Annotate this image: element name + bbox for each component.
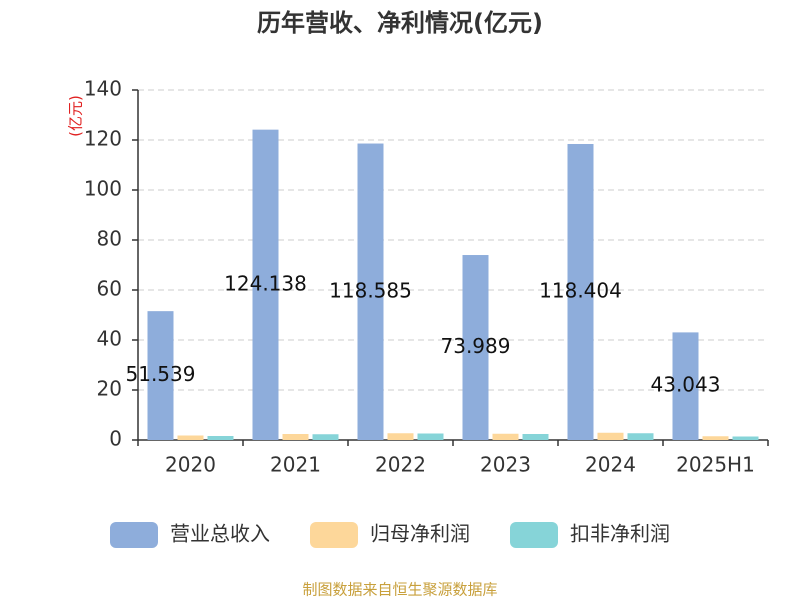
bar: [732, 436, 759, 440]
bar: [207, 436, 234, 440]
bar: [492, 433, 519, 440]
y-tick-label: 100: [84, 177, 122, 201]
value-label: 118.585: [329, 278, 412, 302]
x-tick-label: 2020: [165, 453, 216, 477]
legend-swatch: [510, 522, 558, 548]
bar: [702, 436, 729, 440]
legend-label: 营业总收入: [170, 522, 270, 546]
y-tick-label: 60: [97, 277, 122, 301]
x-tick-label: 2025H1: [676, 453, 755, 477]
y-tick-label: 80: [97, 227, 122, 251]
y-tick-label: 140: [84, 77, 122, 101]
legend-label: 扣非净利润: [570, 522, 670, 546]
bar: [597, 432, 624, 440]
legend-swatch: [110, 522, 158, 548]
x-tick-label: 2022: [375, 453, 426, 477]
legend-label: 归母净利润: [370, 522, 470, 546]
bar: [147, 311, 174, 440]
bar: [357, 143, 384, 440]
y-tick-label: 0: [109, 427, 122, 451]
chart-title: 历年营收、净利情况(亿元): [257, 9, 543, 37]
x-tick-label: 2023: [480, 453, 531, 477]
bar: [627, 433, 654, 440]
x-tick-label: 2024: [585, 453, 636, 477]
value-label: 43.043: [651, 373, 721, 397]
bar: [417, 433, 444, 440]
source-note: 制图数据来自恒生聚源数据库: [302, 581, 497, 599]
bar: [252, 129, 279, 440]
value-label: 51.539: [126, 362, 196, 386]
bar: [462, 255, 489, 440]
y-tick-label: 40: [97, 327, 122, 351]
value-label: 118.404: [539, 278, 622, 302]
x-tick-label: 2021: [270, 453, 321, 477]
value-label: 73.989: [441, 334, 511, 358]
bar: [522, 434, 549, 440]
legend-swatch: [310, 522, 358, 548]
bar: [387, 433, 414, 440]
y-tick-label: 120: [84, 127, 122, 151]
bar: [177, 435, 204, 440]
value-label: 124.138: [224, 271, 307, 295]
bar: [672, 332, 699, 440]
y-tick-label: 20: [97, 377, 122, 401]
bar: [282, 434, 309, 440]
bar: [312, 434, 339, 440]
bar: [567, 143, 594, 441]
y-axis-label: (亿元): [67, 95, 85, 137]
